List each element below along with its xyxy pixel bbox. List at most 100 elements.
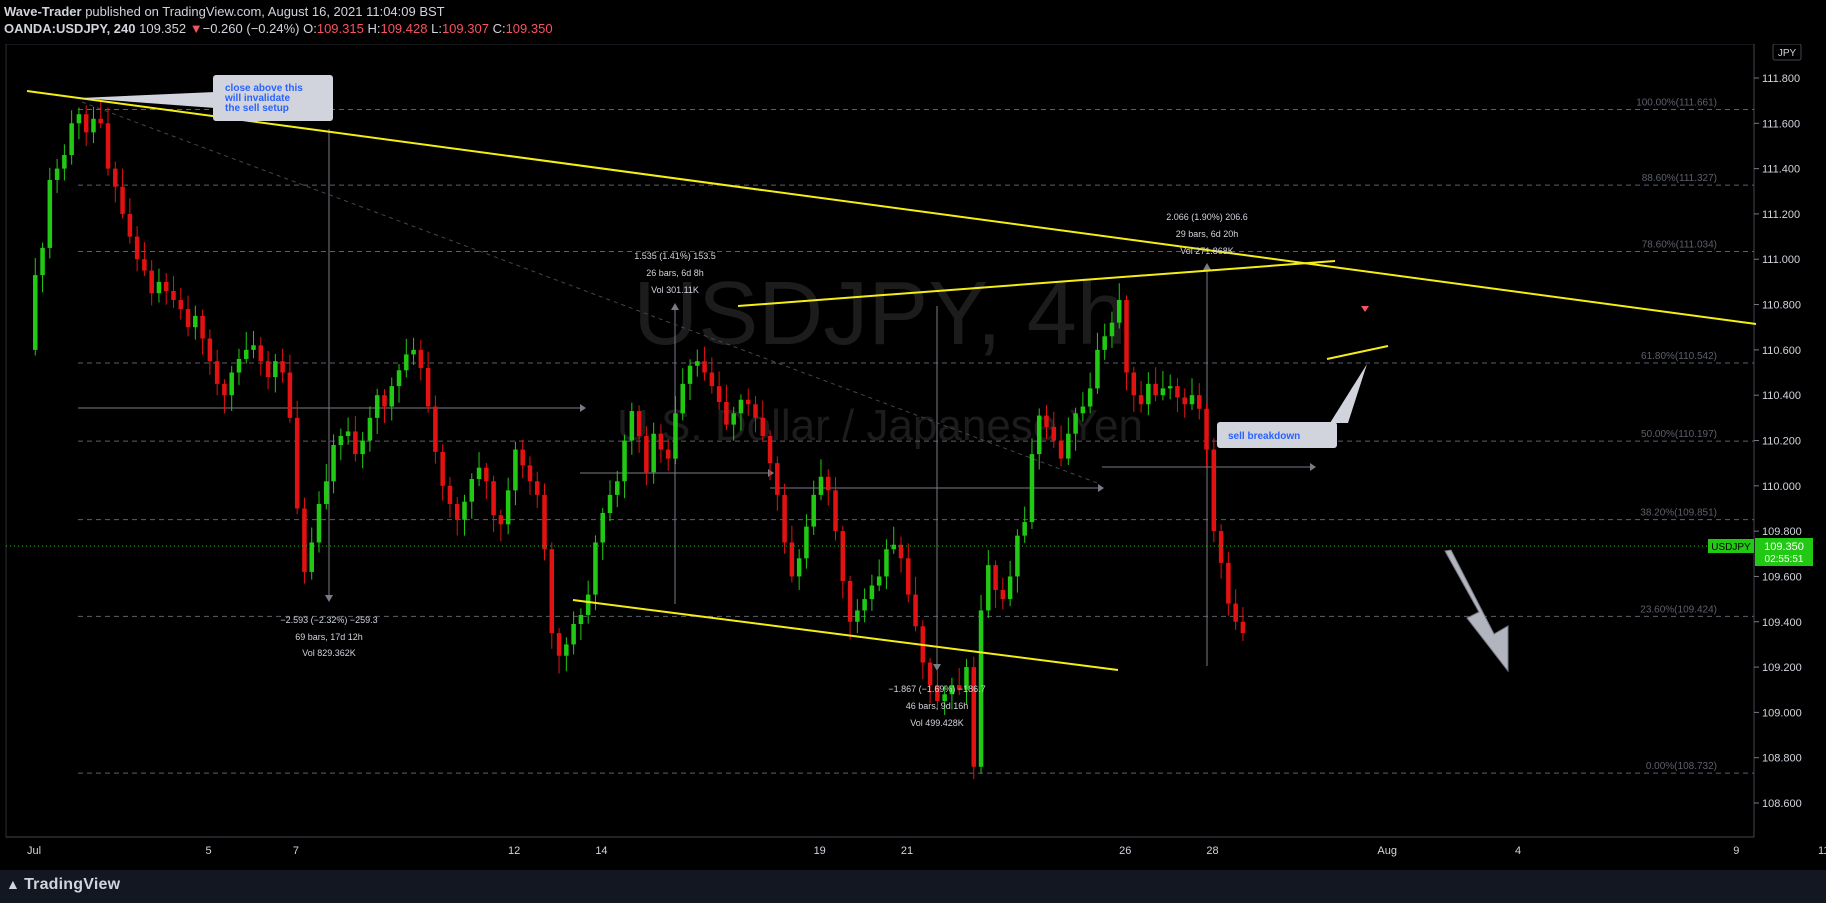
candle-body[interactable] <box>324 481 329 504</box>
candle-body[interactable] <box>469 479 475 502</box>
candle-body[interactable] <box>1036 415 1042 455</box>
candle-body[interactable] <box>454 503 460 520</box>
candle-body[interactable] <box>1066 433 1071 459</box>
candle-body[interactable] <box>745 399 751 405</box>
candle-body[interactable] <box>76 114 82 124</box>
candle-body[interactable] <box>1000 590 1006 600</box>
candle-body[interactable] <box>1109 322 1115 337</box>
candle-body[interactable] <box>367 417 373 441</box>
candle-body[interactable] <box>695 361 700 366</box>
candle-body[interactable] <box>1095 349 1100 389</box>
candle-body[interactable] <box>1051 426 1057 441</box>
callout-box[interactable] <box>213 75 333 121</box>
candle-body[interactable] <box>811 494 816 527</box>
candle-body[interactable] <box>971 667 977 767</box>
candle-body[interactable] <box>127 213 133 237</box>
candle-body[interactable] <box>163 281 169 291</box>
candle-body[interactable] <box>1226 562 1231 604</box>
candle-body[interactable] <box>585 594 591 615</box>
candle-body[interactable] <box>1204 408 1209 450</box>
candle-body[interactable] <box>876 576 882 586</box>
candle-body[interactable] <box>1146 383 1151 405</box>
candle-body[interactable] <box>258 345 264 362</box>
candle-body[interactable] <box>404 354 409 371</box>
candle-body[interactable] <box>433 406 438 452</box>
candle-body[interactable] <box>222 383 227 396</box>
candle-body[interactable] <box>1189 395 1195 405</box>
candle-body[interactable] <box>636 411 642 436</box>
candle-body[interactable] <box>1073 413 1078 434</box>
candle-body[interactable] <box>651 433 656 473</box>
candle-body[interactable] <box>884 549 889 577</box>
candle-body[interactable] <box>214 361 220 384</box>
candle-body[interactable] <box>906 558 911 595</box>
candle-body[interactable] <box>389 386 395 407</box>
candle-body[interactable] <box>1102 336 1107 350</box>
time-axis[interactable]: Jul57121419212628Aug491116182325 <box>27 845 1826 857</box>
candle-body[interactable] <box>171 290 176 301</box>
candle-body[interactable] <box>629 411 635 441</box>
publisher-name[interactable]: Wave-Trader <box>4 4 82 19</box>
candle-body[interactable] <box>796 558 802 577</box>
candle-body[interactable] <box>549 549 555 634</box>
candle-body[interactable] <box>556 633 562 656</box>
tradingview-logo[interactable]: ▲​ TradingView <box>6 876 120 894</box>
candle-body[interactable] <box>593 542 598 595</box>
candle-body[interactable] <box>105 123 111 169</box>
candle-body[interactable] <box>1160 388 1166 396</box>
descending-resistance-line[interactable] <box>26 90 1757 325</box>
candle-body[interactable] <box>1080 406 1086 414</box>
candle-body[interactable] <box>447 485 453 504</box>
candle-body[interactable] <box>120 186 125 214</box>
candle-body[interactable] <box>702 361 707 373</box>
candle-body[interactable] <box>113 168 118 187</box>
candle-body[interactable] <box>243 349 249 359</box>
candle-body[interactable] <box>1240 621 1246 634</box>
candle-body[interactable] <box>40 247 45 276</box>
sell-breakdown-callout[interactable]: sell breakdown <box>1217 364 1367 448</box>
candle-body[interactable] <box>345 431 351 436</box>
candle-body[interactable] <box>898 544 904 559</box>
candle-body[interactable] <box>956 685 962 690</box>
candle-body[interactable] <box>891 544 896 550</box>
candle-body[interactable] <box>760 417 766 436</box>
candle-body[interactable] <box>644 435 649 473</box>
candle-body[interactable] <box>600 513 605 543</box>
candle-body[interactable] <box>411 349 416 355</box>
candle-body[interactable] <box>294 417 300 509</box>
candle-body[interactable] <box>338 435 344 446</box>
currency-badge[interactable]: JPY <box>1772 44 1802 61</box>
down-arrow-icon[interactable] <box>1444 549 1509 673</box>
candle-body[interactable] <box>98 118 104 124</box>
candle-body[interactable] <box>374 395 380 418</box>
candle-body[interactable] <box>134 236 140 260</box>
candle-body[interactable] <box>149 270 154 294</box>
candle-body[interactable] <box>331 445 336 482</box>
candle-body[interactable] <box>316 503 322 543</box>
candle-body[interactable] <box>520 449 525 466</box>
current-price-tag[interactable]: USDJPY 109.350 02:55:51 <box>1708 538 1813 566</box>
trendlines[interactable] <box>26 90 1757 671</box>
candle-body[interactable] <box>353 431 358 455</box>
candle-body[interactable] <box>47 179 53 248</box>
candle-body[interactable] <box>993 565 998 591</box>
candle-body[interactable] <box>607 494 613 514</box>
candle-body[interactable] <box>825 476 831 491</box>
candle-body[interactable] <box>1058 440 1064 459</box>
candle-body[interactable] <box>804 526 809 559</box>
candle-body[interactable] <box>178 300 184 310</box>
candle-body[interactable] <box>855 610 860 622</box>
candle-body[interactable] <box>1211 449 1217 532</box>
candle-body[interactable] <box>491 481 496 516</box>
candle-body[interactable] <box>484 467 489 482</box>
candle-body[interactable] <box>83 114 89 133</box>
candle-body[interactable] <box>731 413 736 425</box>
candle-body[interactable] <box>1015 535 1020 577</box>
candle-body[interactable] <box>709 372 715 387</box>
candle-body[interactable] <box>789 542 795 577</box>
candle-body[interactable] <box>142 259 147 271</box>
candle-body[interactable] <box>753 404 758 418</box>
candle-body[interactable] <box>564 644 569 656</box>
candle-body[interactable] <box>185 309 191 328</box>
candle-body[interactable] <box>978 610 984 767</box>
